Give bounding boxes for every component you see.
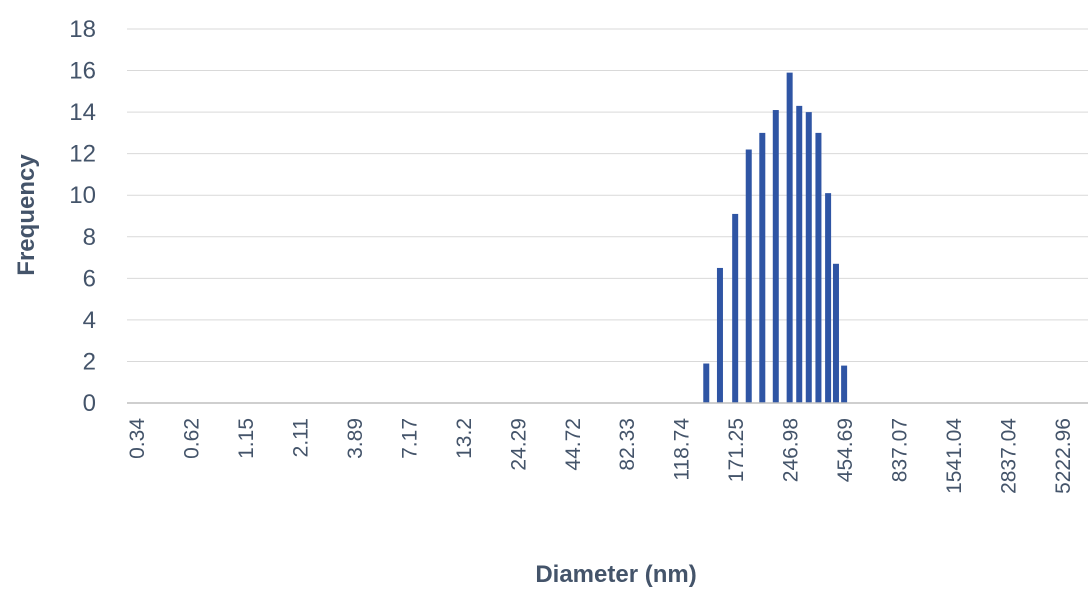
- bars: [703, 72, 848, 404]
- histogram-bar: [786, 72, 793, 403]
- x-tick-label: 82.33: [616, 418, 639, 471]
- x-axis-title: Diameter (nm): [535, 561, 696, 588]
- y-tick-label: 16: [69, 58, 96, 85]
- histogram-bar: [815, 132, 822, 403]
- x-tick-label: 0.62: [180, 418, 203, 459]
- x-tick-label: 3.89: [344, 418, 367, 459]
- y-tick-label: 12: [69, 141, 96, 168]
- x-tick-label: 118.74: [671, 418, 694, 481]
- histogram-bar: [745, 149, 752, 403]
- y-tick-label: 18: [69, 16, 96, 43]
- gridlines: [127, 28, 1088, 362]
- y-tick-label: 10: [69, 182, 96, 209]
- histogram-bar: [772, 110, 779, 404]
- x-tick-label: 13.2: [453, 418, 476, 459]
- x-tick-label: 44.72: [562, 418, 585, 471]
- y-tick-label: 4: [83, 307, 96, 334]
- y-tick-label: 0: [83, 390, 96, 417]
- x-tick-label: 837.07: [889, 418, 912, 482]
- x-tick-label: 171.25: [725, 418, 748, 482]
- x-tick-label: 1541.04: [943, 418, 966, 494]
- x-tick-label: 1.15: [235, 418, 258, 459]
- y-tick-label: 2: [83, 348, 96, 375]
- y-tick-label: 6: [83, 265, 96, 292]
- x-tick-label: 2837.04: [998, 418, 1021, 494]
- histogram-bar: [732, 213, 739, 403]
- x-tick-labels: 0.34 0.62 1.15 2.11 3.89 7.17 13.2 24.29 44.72 82…: [126, 418, 1075, 494]
- x-tick-label: 2.11: [289, 418, 312, 457]
- x-tick-label: 0.34: [126, 418, 149, 459]
- x-tick-label: 246.98: [780, 418, 803, 482]
- y-tick-label: 8: [83, 224, 96, 251]
- x-tick-label: 5222.96: [1052, 418, 1075, 494]
- histogram-bar: [703, 363, 710, 403]
- y-tick-label: 14: [69, 99, 96, 126]
- x-tick-label: 24.29: [507, 418, 530, 471]
- histogram-bar: [841, 365, 848, 403]
- y-axis-title: Frequency: [13, 154, 40, 276]
- y-tick-labels: 0 2 4 6 8 10 12 14 16 18: [69, 16, 96, 417]
- histogram-bar: [759, 132, 766, 403]
- histogram-bar: [805, 112, 812, 403]
- x-tick-label: 7.17: [398, 418, 421, 459]
- histogram-bar: [716, 267, 723, 403]
- x-tick-label: 454.69: [834, 418, 857, 482]
- histogram-bar: [825, 193, 832, 403]
- histogram-bar: [796, 105, 803, 403]
- histogram-bar: [832, 263, 839, 403]
